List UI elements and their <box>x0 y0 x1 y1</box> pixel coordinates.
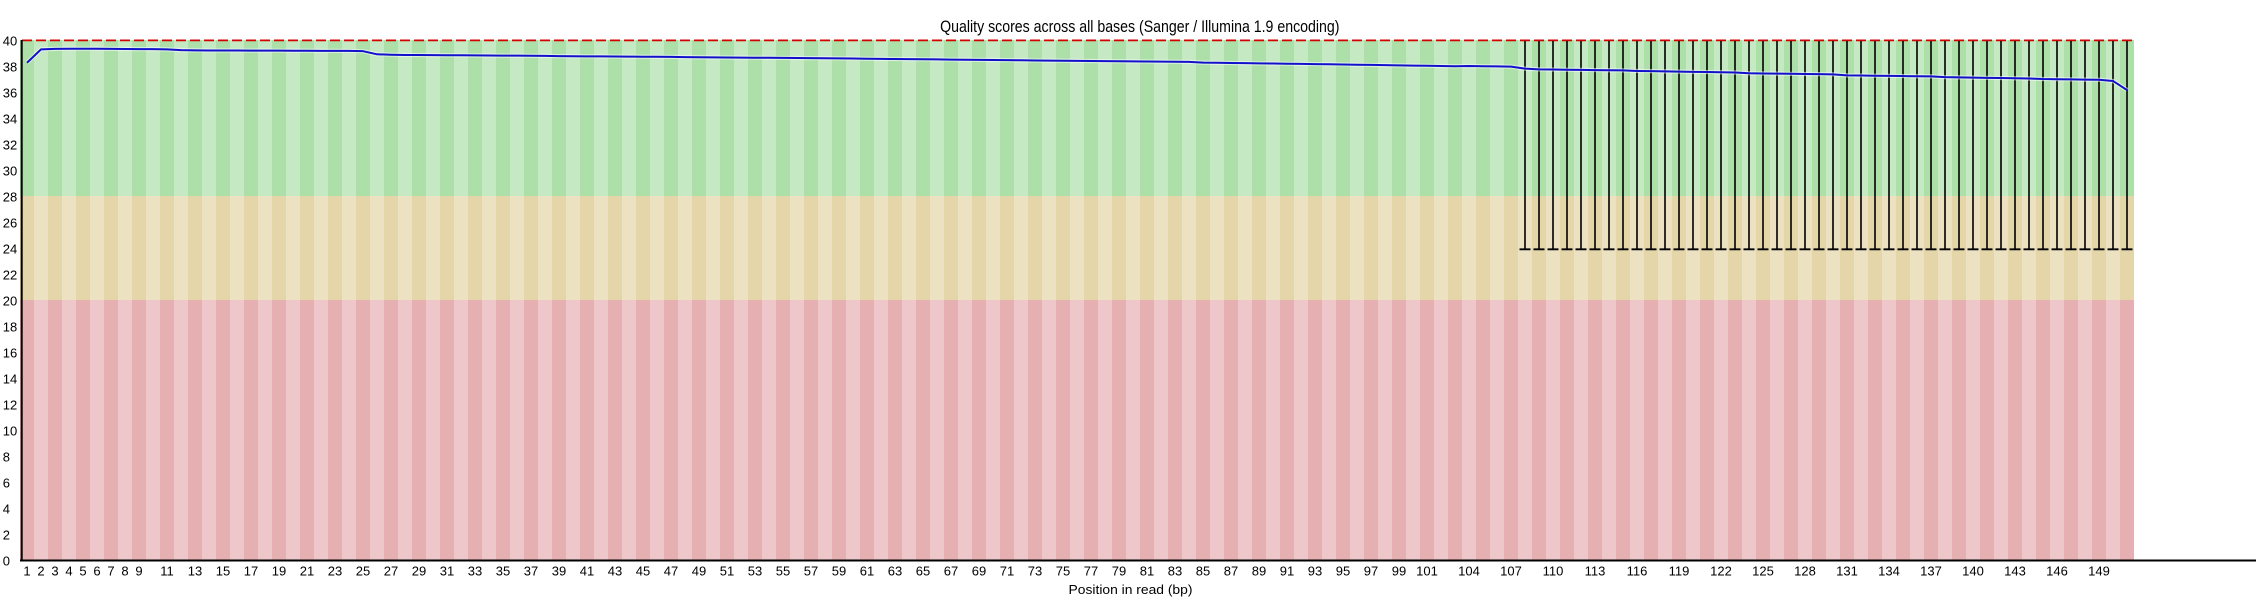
svg-text:11: 11 <box>160 563 174 578</box>
svg-text:33: 33 <box>468 563 482 578</box>
svg-text:140: 140 <box>1962 563 1984 578</box>
svg-text:73: 73 <box>1028 563 1042 578</box>
svg-text:12: 12 <box>3 397 17 412</box>
svg-text:24: 24 <box>3 241 17 256</box>
svg-text:35: 35 <box>496 563 510 578</box>
svg-text:134: 134 <box>1878 563 1900 578</box>
svg-text:40: 40 <box>3 33 17 48</box>
svg-text:8: 8 <box>121 563 128 578</box>
svg-text:137: 137 <box>1920 563 1942 578</box>
svg-text:45: 45 <box>636 563 650 578</box>
svg-text:69: 69 <box>972 563 986 578</box>
svg-text:41: 41 <box>580 563 594 578</box>
svg-text:21: 21 <box>300 563 314 578</box>
svg-text:49: 49 <box>692 563 706 578</box>
svg-text:63: 63 <box>888 563 902 578</box>
svg-text:15: 15 <box>216 563 230 578</box>
svg-text:87: 87 <box>1224 563 1238 578</box>
svg-text:104: 104 <box>1458 563 1480 578</box>
svg-text:22: 22 <box>3 267 17 282</box>
svg-text:128: 128 <box>1794 563 1816 578</box>
svg-text:6: 6 <box>93 563 100 578</box>
svg-text:79: 79 <box>1112 563 1126 578</box>
svg-text:27: 27 <box>384 563 398 578</box>
svg-text:107: 107 <box>1500 563 1522 578</box>
svg-text:110: 110 <box>1543 563 1564 578</box>
svg-text:18: 18 <box>3 319 17 334</box>
svg-text:57: 57 <box>804 563 818 578</box>
svg-text:5: 5 <box>79 563 86 578</box>
svg-text:31: 31 <box>440 563 454 578</box>
svg-text:85: 85 <box>1196 563 1210 578</box>
svg-text:83: 83 <box>1168 563 1182 578</box>
svg-text:125: 125 <box>1752 563 1774 578</box>
svg-text:55: 55 <box>776 563 790 578</box>
svg-text:131: 131 <box>1836 563 1858 578</box>
svg-text:116: 116 <box>1627 563 1648 578</box>
svg-text:30: 30 <box>3 163 17 178</box>
svg-text:32: 32 <box>3 137 17 152</box>
svg-text:38: 38 <box>3 59 17 74</box>
svg-text:53: 53 <box>748 563 762 578</box>
svg-text:3: 3 <box>51 563 58 578</box>
svg-text:101: 101 <box>1416 563 1438 578</box>
svg-text:7: 7 <box>107 563 114 578</box>
svg-text:77: 77 <box>1084 563 1098 578</box>
svg-text:0: 0 <box>3 553 10 568</box>
svg-text:29: 29 <box>412 563 426 578</box>
svg-text:10: 10 <box>3 423 17 438</box>
svg-text:146: 146 <box>2046 563 2068 578</box>
svg-text:122: 122 <box>1710 563 1732 578</box>
svg-text:143: 143 <box>2004 563 2026 578</box>
svg-text:71: 71 <box>1000 563 1014 578</box>
svg-text:59: 59 <box>832 563 846 578</box>
svg-text:81: 81 <box>1140 563 1154 578</box>
svg-text:Quality scores across all base: Quality scores across all bases (Sanger … <box>940 18 1339 36</box>
svg-text:25: 25 <box>356 563 370 578</box>
svg-text:14: 14 <box>3 371 17 386</box>
svg-text:65: 65 <box>916 563 930 578</box>
svg-text:36: 36 <box>3 85 17 100</box>
svg-text:95: 95 <box>1336 563 1350 578</box>
svg-text:2: 2 <box>37 563 44 578</box>
svg-text:34: 34 <box>3 111 17 126</box>
svg-text:17: 17 <box>244 563 258 578</box>
svg-text:43: 43 <box>608 563 622 578</box>
svg-text:119: 119 <box>1669 563 1690 578</box>
svg-text:93: 93 <box>1308 563 1322 578</box>
svg-text:47: 47 <box>664 563 678 578</box>
svg-text:4: 4 <box>3 501 10 516</box>
svg-text:91: 91 <box>1280 563 1294 578</box>
svg-text:61: 61 <box>860 563 874 578</box>
svg-text:19: 19 <box>272 563 286 578</box>
svg-text:26: 26 <box>3 215 17 230</box>
svg-text:97: 97 <box>1364 563 1378 578</box>
svg-text:99: 99 <box>1392 563 1406 578</box>
svg-text:9: 9 <box>135 563 142 578</box>
svg-text:67: 67 <box>944 563 958 578</box>
svg-text:1: 1 <box>23 563 30 578</box>
svg-text:113: 113 <box>1585 563 1606 578</box>
svg-text:89: 89 <box>1252 563 1266 578</box>
svg-text:37: 37 <box>524 563 538 578</box>
svg-text:20: 20 <box>3 293 17 308</box>
svg-text:149: 149 <box>2088 563 2110 578</box>
svg-text:2: 2 <box>3 527 10 542</box>
svg-text:28: 28 <box>3 189 17 204</box>
svg-text:23: 23 <box>328 563 342 578</box>
svg-text:4: 4 <box>65 563 72 578</box>
svg-text:8: 8 <box>3 449 10 464</box>
svg-text:Position in read (bp): Position in read (bp) <box>1069 582 1193 597</box>
svg-text:6: 6 <box>3 475 10 490</box>
svg-text:75: 75 <box>1056 563 1070 578</box>
svg-text:51: 51 <box>720 563 734 578</box>
svg-text:13: 13 <box>188 563 202 578</box>
svg-text:16: 16 <box>3 345 17 360</box>
svg-text:39: 39 <box>552 563 566 578</box>
